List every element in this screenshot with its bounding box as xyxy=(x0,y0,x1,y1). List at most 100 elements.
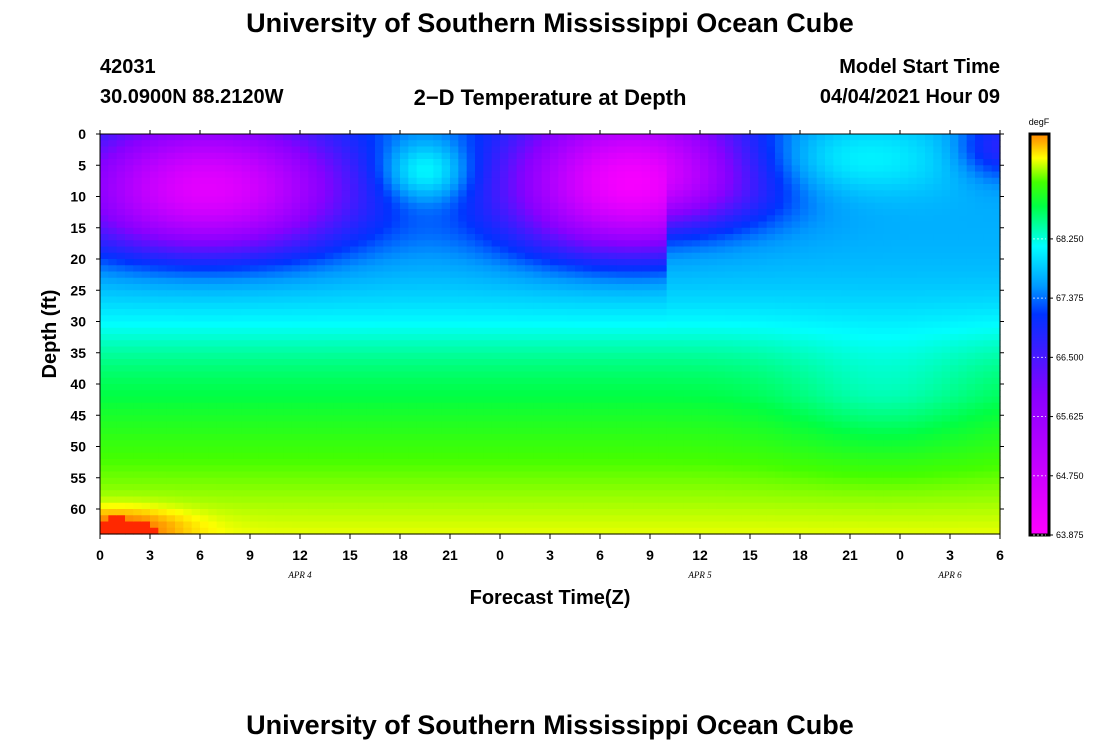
heatmap-cell xyxy=(266,190,276,198)
heatmap-cell xyxy=(525,515,534,523)
heatmap-cell xyxy=(258,252,268,260)
heatmap-cell xyxy=(116,521,126,529)
heatmap-cell xyxy=(575,196,584,204)
heatmap-cell xyxy=(341,434,351,441)
heatmap-cell xyxy=(675,446,684,454)
heatmap-cell xyxy=(691,490,701,498)
heatmap-cell xyxy=(558,434,568,441)
heatmap-cell xyxy=(291,177,301,185)
heatmap-cell xyxy=(433,309,443,316)
heatmap-cell xyxy=(108,196,118,204)
heatmap-cell xyxy=(283,159,293,166)
heatmap-cell xyxy=(575,434,584,441)
heatmap-cell xyxy=(433,184,443,191)
heatmap-cell xyxy=(741,434,751,441)
heatmap-cell xyxy=(733,315,743,323)
heatmap-cell xyxy=(366,396,376,404)
heatmap-cell xyxy=(350,152,359,160)
heatmap-cell xyxy=(725,459,734,466)
heatmap-cell xyxy=(566,359,576,366)
heatmap-cell xyxy=(333,284,343,291)
heatmap-cell xyxy=(291,440,301,448)
heatmap-cell xyxy=(491,446,501,454)
heatmap-cell xyxy=(216,315,226,323)
heatmap-cell xyxy=(175,471,184,479)
heatmap-cell xyxy=(116,134,126,141)
heatmap-cell xyxy=(200,265,209,273)
heatmap-cell xyxy=(275,184,284,191)
heatmap-cell xyxy=(441,171,451,179)
heatmap-cell xyxy=(283,377,293,385)
heatmap-cell xyxy=(141,459,151,466)
heatmap-cell xyxy=(541,496,551,504)
heatmap-cell xyxy=(458,271,468,279)
heatmap-cell xyxy=(266,384,276,391)
heatmap-cell xyxy=(550,140,559,148)
heatmap-cell xyxy=(291,490,301,498)
heatmap-cell xyxy=(591,284,601,291)
heatmap-cell xyxy=(650,252,659,260)
heatmap-cell xyxy=(716,521,726,529)
heatmap-cell xyxy=(500,459,509,466)
heatmap-cell xyxy=(500,165,509,173)
heatmap-cell xyxy=(250,334,259,341)
heatmap-cell xyxy=(450,321,459,329)
heatmap-cell xyxy=(150,346,159,354)
heatmap-cell xyxy=(733,259,743,266)
heatmap-cell xyxy=(583,152,593,160)
heatmap-cell xyxy=(558,346,568,354)
heatmap-cell xyxy=(425,196,434,204)
heatmap-cell xyxy=(541,252,551,260)
heatmap-cell xyxy=(558,334,568,341)
heatmap-cell xyxy=(416,221,426,229)
title-top: University of Southern Mississippi Ocean… xyxy=(246,8,854,38)
heatmap-cell xyxy=(466,471,476,479)
heatmap-cell xyxy=(458,484,468,491)
heatmap-cell xyxy=(691,277,701,285)
heatmap-cell xyxy=(116,215,126,223)
heatmap-cell xyxy=(391,252,401,260)
heatmap-cell xyxy=(600,340,609,348)
heatmap-cell xyxy=(333,509,343,516)
heatmap-cell xyxy=(441,390,451,398)
heatmap-cell xyxy=(733,527,743,535)
heatmap-cell xyxy=(183,502,193,510)
heatmap-cell xyxy=(116,502,126,510)
heatmap-cell xyxy=(166,365,176,373)
heatmap-cell xyxy=(500,490,509,498)
heatmap-cell xyxy=(441,446,451,454)
heatmap-cell xyxy=(425,409,434,416)
heatmap-cell xyxy=(725,259,734,266)
heatmap-cell xyxy=(691,427,701,435)
heatmap-cell xyxy=(108,471,118,479)
heatmap-cell xyxy=(633,390,643,398)
heatmap-cell xyxy=(458,409,468,416)
heatmap-cell xyxy=(216,471,226,479)
heatmap-cell xyxy=(708,509,718,516)
heatmap-cell xyxy=(650,402,659,410)
heatmap-cell xyxy=(475,271,484,279)
heatmap-cell xyxy=(700,502,709,510)
heatmap-cell xyxy=(158,377,168,385)
heatmap-cell xyxy=(250,365,259,373)
heatmap-cell xyxy=(316,527,326,535)
heatmap-cell xyxy=(350,284,359,291)
heatmap-cell xyxy=(700,371,709,379)
heatmap-cell xyxy=(541,521,551,529)
heatmap-cell xyxy=(158,190,168,198)
heatmap-cell xyxy=(608,165,618,173)
heatmap-cell xyxy=(633,165,643,173)
heatmap-cell xyxy=(133,440,143,448)
heatmap-cell xyxy=(666,321,676,329)
heatmap-cell xyxy=(250,390,259,398)
heatmap-cell xyxy=(341,502,351,510)
heatmap-cell xyxy=(466,327,476,335)
heatmap-cell xyxy=(383,265,393,273)
heatmap-cell xyxy=(558,240,568,248)
heatmap-cell xyxy=(716,359,726,366)
heatmap-cell xyxy=(441,134,451,141)
heatmap-cell xyxy=(716,459,726,466)
heatmap-cell xyxy=(666,396,676,404)
heatmap-cell xyxy=(625,259,634,266)
heatmap-cell xyxy=(116,209,126,216)
